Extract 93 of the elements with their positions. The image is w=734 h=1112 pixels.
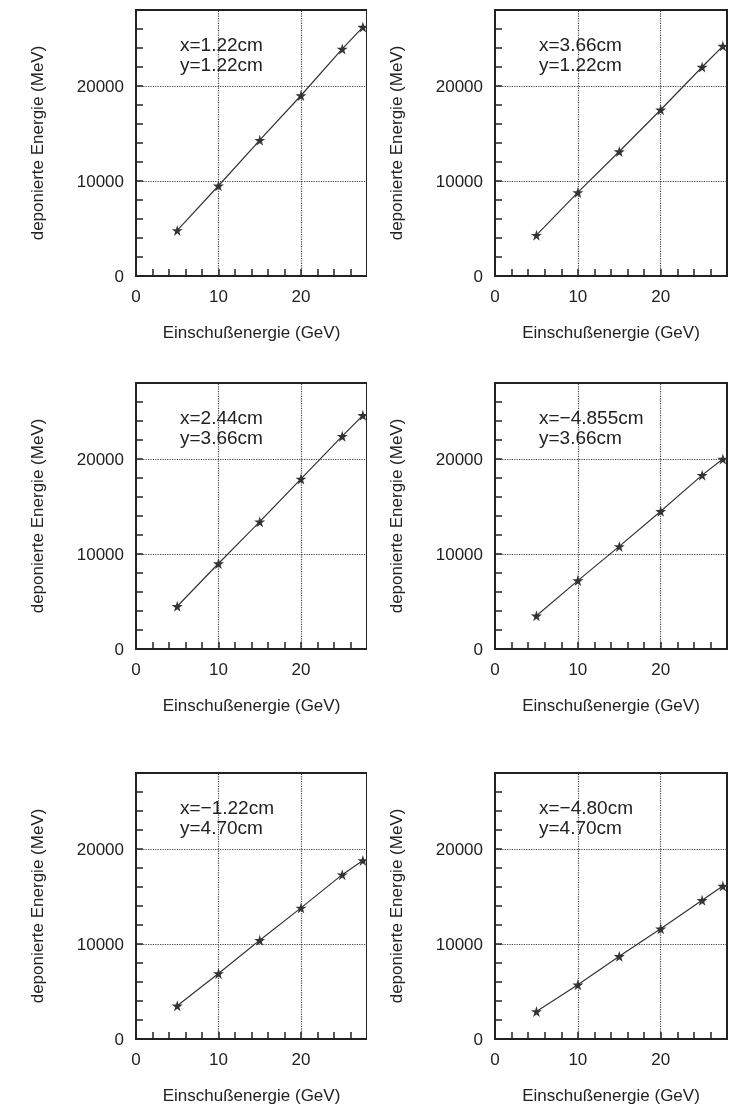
point [171,1000,183,1012]
point [717,40,729,52]
point [655,505,667,517]
x-tick-label: 20 [651,1050,671,1069]
y-tick-label: 10000 [435,171,483,191]
y-tick-label: 10000 [435,934,483,954]
point [696,894,708,906]
y-axis-title: deponierte Energie (MeV) [28,808,47,1004]
x-tick-label: 20 [291,287,311,306]
x-tick-label: 10 [568,287,588,306]
annotation: x=−4.80cm [539,796,633,818]
point [254,516,266,528]
point [613,540,625,552]
point [717,453,729,465]
annotation: x=1.22cm [180,33,263,55]
x-tick-label: 10 [209,660,228,679]
point [295,90,307,101]
point [717,880,729,892]
annotation: y=1.22cm [180,53,263,75]
x-tick-label: 20 [291,660,311,679]
x-axis-title: Einschußenergie (GeV) [162,1086,341,1105]
point [572,186,584,198]
y-axis-title: deponierte Energie (MeV) [387,808,406,1004]
x-axis-title: Einschußenergie (GeV) [162,323,341,342]
x-tick-label: 20 [651,660,671,679]
y-tick-label: 20000 [76,839,124,859]
annotation: y=4.70cm [539,816,622,838]
annotation: x=3.66cm [539,33,622,55]
y-tick-label: 20000 [76,76,124,96]
y-tick-label: 0 [473,1029,483,1049]
annotation: x=−4.855cm [539,406,644,428]
y-tick-label: 20000 [435,449,483,469]
x-tick-label: 0 [490,660,500,679]
y-axis-title: deponierte Energie (MeV) [28,418,47,614]
point [357,854,367,866]
annotation: y=4.70cm [180,816,263,838]
x-axis-title: Einschußenergie (GeV) [522,323,700,342]
x-tick-label: 0 [131,660,141,679]
y-tick-label: 10000 [435,544,483,564]
y-axis-title: deponierte Energie (MeV) [387,418,406,614]
x-tick-label: 0 [490,287,500,306]
point [613,146,625,158]
annotation: x=−1.22cm [180,796,274,818]
point [336,869,348,881]
point [357,21,367,33]
point [213,967,224,979]
point [171,600,183,612]
point [530,1005,542,1017]
annotation: y=3.66cm [180,426,263,448]
x-axis-title: Einschußenergie (GeV) [522,1086,700,1105]
x-tick-label: 10 [568,660,588,679]
point [336,430,348,442]
x-tick-label: 0 [490,1050,500,1069]
point [655,104,667,116]
annotation: y=3.66cm [539,426,622,448]
y-tick-label: 0 [114,639,124,659]
point [213,180,224,192]
point [530,610,542,622]
y-tick-label: 10000 [76,934,124,954]
y-axis-title: deponierte Energie (MeV) [28,45,47,241]
y-tick-label: 10000 [76,544,124,564]
annotation: y=1.22cm [539,53,622,75]
y-tick-label: 0 [114,266,124,286]
y-tick-label: 0 [473,266,483,286]
point [655,923,667,935]
point [696,61,708,73]
x-tick-label: 10 [568,1050,588,1069]
point [254,934,266,946]
point [336,43,348,55]
point [213,558,224,569]
y-axis-title: deponierte Energie (MeV) [387,45,406,241]
x-tick-label: 10 [209,287,228,306]
x-tick-label: 20 [291,1050,311,1069]
annotation: x=2.44cm [180,406,263,428]
point [572,575,584,587]
x-tick-label: 0 [131,287,141,306]
y-tick-label: 10000 [76,171,124,191]
x-tick-label: 10 [209,1050,228,1069]
point [254,134,266,146]
y-tick-label: 20000 [435,839,483,859]
y-tick-label: 0 [114,1029,124,1049]
x-axis-title: Einschußenergie (GeV) [522,696,700,715]
x-axis-title: Einschußenergie (GeV) [162,696,341,715]
x-tick-label: 20 [651,287,671,306]
y-tick-label: 20000 [435,76,483,96]
point [613,950,625,962]
point [530,229,542,241]
y-tick-label: 20000 [76,449,124,469]
y-tick-label: 0 [473,639,483,659]
x-tick-label: 0 [131,1050,141,1069]
point [696,469,708,481]
point [171,224,183,236]
point [357,409,367,421]
